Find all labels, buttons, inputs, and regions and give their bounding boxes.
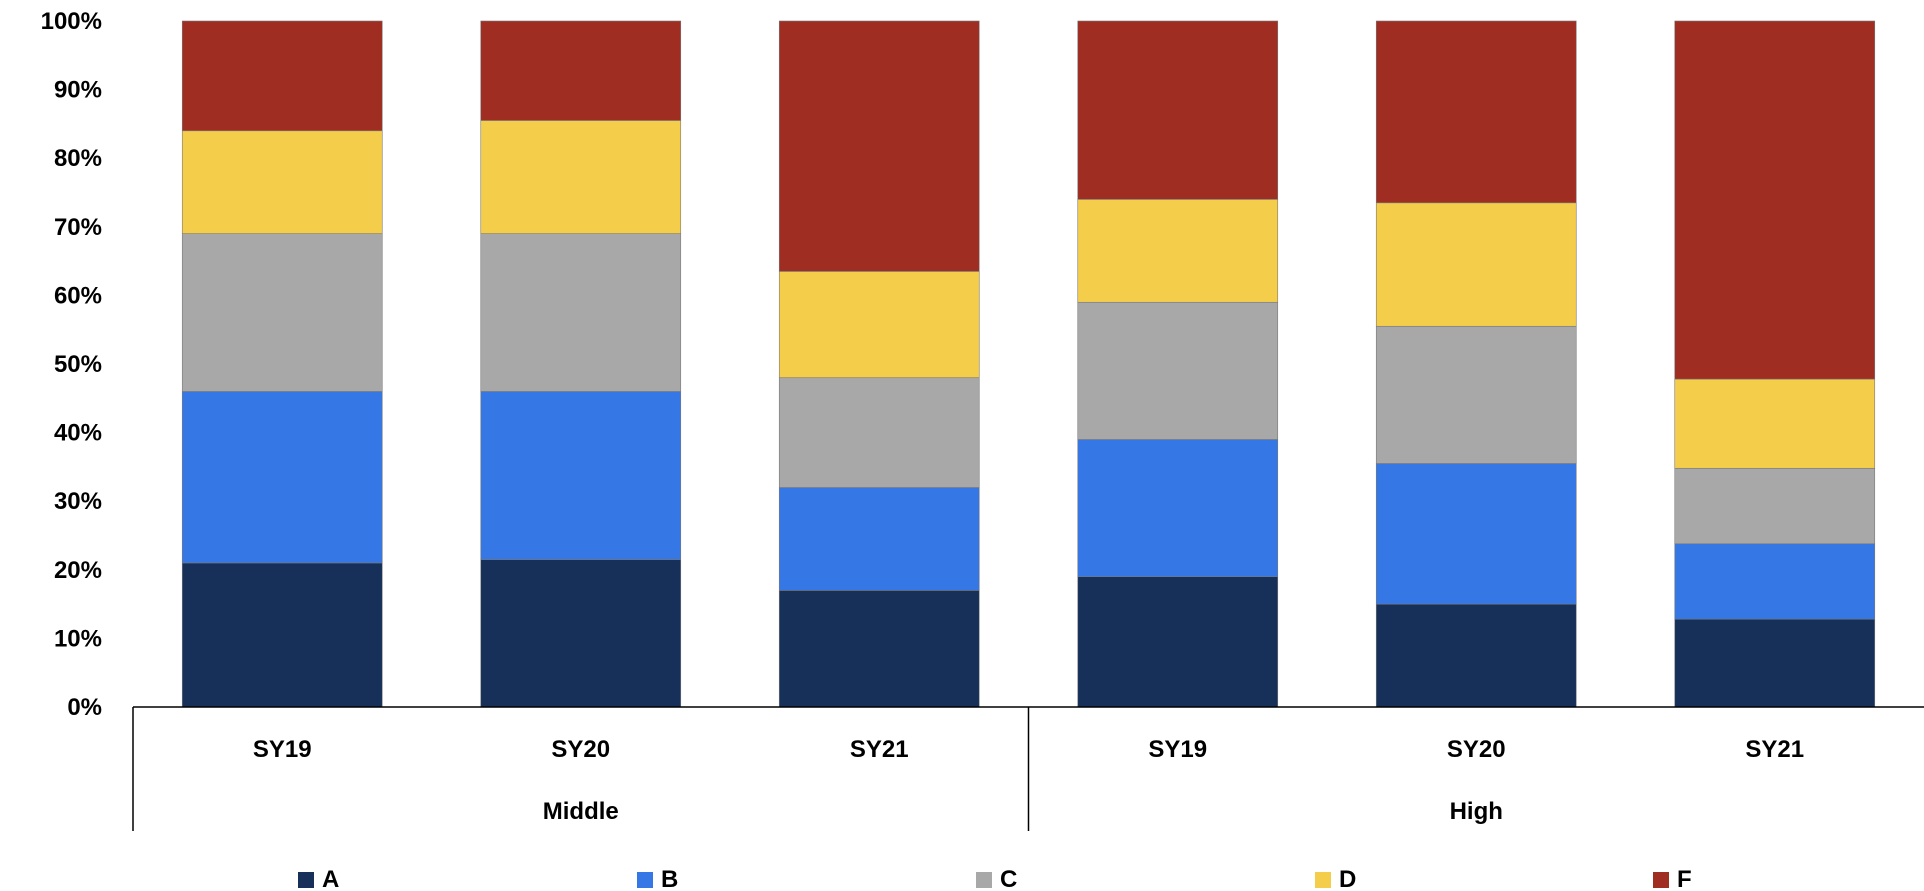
legend-label-d: D <box>1339 866 1356 891</box>
bar-segment-b <box>480 391 682 560</box>
bar-segment-d <box>480 120 682 234</box>
legend-swatch-a <box>298 872 314 888</box>
legend-label-b: B <box>661 866 678 891</box>
x-tick-label: SY20 <box>1447 736 1506 763</box>
bar-segment-b <box>778 487 980 591</box>
y-tick-label: 10% <box>54 625 102 652</box>
x-tick-label: SY19 <box>253 736 312 763</box>
group-label: Middle <box>543 798 619 825</box>
bar-segment-a <box>181 562 383 708</box>
bar-segment-d <box>1077 199 1279 303</box>
x-tick-label: SY21 <box>1745 736 1804 763</box>
y-tick-label: 60% <box>54 282 102 309</box>
bar-segment-d <box>1674 378 1876 469</box>
bar-segment-a <box>480 559 682 708</box>
bar-segment-d <box>181 130 383 234</box>
bar-segment-d <box>1375 202 1577 327</box>
y-tick-label: 90% <box>54 77 102 104</box>
legend-swatch-b <box>637 872 653 888</box>
bar-segment-c <box>1077 301 1279 440</box>
y-tick-label: 0% <box>67 694 102 721</box>
bar-segment-c <box>181 233 383 392</box>
bar-segment-f <box>1674 20 1876 380</box>
bar-segment-b <box>181 391 383 564</box>
x-tick-label: SY20 <box>551 736 610 763</box>
y-tick-label: 30% <box>54 488 102 515</box>
y-tick-label: 20% <box>54 557 102 584</box>
bar-segment-a <box>1674 618 1876 708</box>
x-tick-label: SY21 <box>850 736 909 763</box>
group-label: High <box>1450 798 1503 825</box>
bar-segment-c <box>1375 325 1577 464</box>
bars <box>181 20 1876 708</box>
legend-label-c: C <box>1000 866 1017 891</box>
bar-segment-f <box>1375 20 1577 204</box>
bar-segment-f <box>181 20 383 132</box>
x-axis-group-labels: Middle High <box>543 798 1503 825</box>
legend-label-a: A <box>322 866 339 891</box>
axes <box>132 706 1924 831</box>
y-axis-ticks: 0% 10% 20% 30% 40% 50% 60% 70% 80% 90% 100% <box>41 8 102 721</box>
y-tick-label: 80% <box>54 145 102 172</box>
bar-segment-b <box>1674 543 1876 620</box>
y-tick-label: 40% <box>54 420 102 447</box>
legend-swatch-f <box>1653 872 1669 888</box>
y-tick-label: 50% <box>54 351 102 378</box>
bar-segment-a <box>1077 576 1279 708</box>
x-axis-category-labels: SY19 SY20 SY21 SY19 SY20 SY21 <box>253 736 1804 763</box>
bar-segment-c <box>778 377 980 488</box>
bar-segment-f <box>480 20 682 121</box>
y-tick-label: 70% <box>54 214 102 241</box>
bar-segment-a <box>1375 603 1577 708</box>
bar-segment-c <box>480 233 682 392</box>
x-tick-label: SY19 <box>1148 736 1207 763</box>
bar-segment-a <box>778 590 980 708</box>
bar-segment-d <box>778 271 980 379</box>
legend-swatch-c <box>976 872 992 888</box>
bar-segment-f <box>1077 20 1279 200</box>
bar-segment-b <box>1077 439 1279 577</box>
y-tick-label: 100% <box>41 8 102 35</box>
bar-segment-f <box>778 20 980 272</box>
legend-label-f: F <box>1677 866 1692 891</box>
bar-segment-c <box>1674 467 1876 545</box>
bar-segment-b <box>1375 463 1577 605</box>
legend-swatch-d <box>1315 872 1331 888</box>
